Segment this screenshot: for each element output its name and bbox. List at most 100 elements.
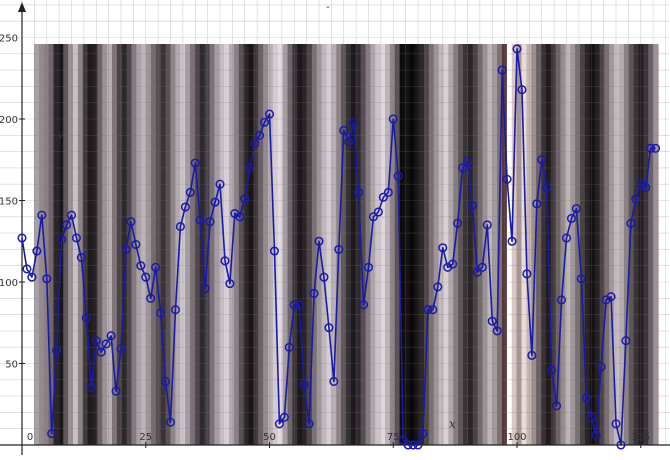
data-point — [388, 114, 398, 124]
background-band — [360, 44, 367, 445]
data-point — [165, 417, 176, 427]
data-point — [76, 252, 86, 263]
background-band — [609, 44, 615, 445]
background-band — [73, 44, 79, 445]
background-band — [433, 44, 440, 445]
data-point — [304, 419, 314, 429]
background-band — [350, 44, 357, 445]
data-point — [433, 282, 443, 292]
background-band — [53, 44, 59, 445]
background-band — [121, 44, 128, 445]
data-point — [210, 197, 220, 207]
data-point — [591, 430, 601, 440]
data-point — [161, 376, 171, 386]
data-point — [269, 246, 280, 256]
background-band — [389, 44, 396, 445]
data-point — [423, 305, 433, 315]
data-point — [561, 233, 572, 243]
data-point — [428, 305, 438, 315]
background-band — [311, 44, 318, 445]
background-band — [487, 44, 493, 445]
background-band — [404, 44, 410, 445]
data-point — [289, 300, 299, 310]
data-point — [240, 194, 250, 204]
data-point — [309, 288, 319, 298]
data-point — [66, 210, 77, 220]
background-band — [146, 44, 152, 445]
background-band — [638, 44, 644, 445]
data-point — [581, 393, 591, 403]
background-band — [458, 44, 464, 445]
background-band — [541, 44, 547, 445]
data-point — [487, 316, 497, 326]
background-band — [204, 44, 211, 445]
data-point — [284, 342, 294, 352]
background-band — [151, 44, 157, 445]
data-point — [462, 156, 473, 166]
background-band — [229, 44, 235, 445]
data-point — [101, 339, 111, 349]
data-point — [175, 222, 185, 232]
background-band — [370, 44, 376, 445]
y-tick-label: 100 — [0, 278, 18, 289]
background-band — [48, 44, 55, 445]
data-point — [616, 440, 626, 450]
data-point — [566, 213, 577, 223]
background-band — [34, 44, 40, 445]
y-tick-label: 200 — [0, 115, 18, 126]
background-band — [536, 44, 542, 445]
background-band — [614, 44, 620, 445]
data-point — [557, 295, 567, 305]
background-band — [282, 44, 289, 445]
background-band — [355, 44, 362, 445]
data-point — [71, 233, 81, 243]
data-point — [398, 435, 408, 445]
data-point — [62, 220, 72, 230]
data-point — [571, 204, 581, 214]
tick-labels: 25 50 75 100 125 50 100 150 200 0 250 — [0, 34, 650, 448]
data-point — [170, 305, 180, 315]
data-point — [606, 292, 616, 302]
y-axis-arrow — [18, 2, 26, 12]
background-band — [424, 44, 430, 445]
background-band — [414, 44, 420, 445]
data-point — [215, 179, 225, 189]
background-band — [399, 44, 406, 445]
background-band — [643, 44, 649, 445]
data-point — [403, 440, 413, 450]
data-point — [319, 272, 329, 282]
background-band — [346, 44, 352, 445]
background-band — [443, 44, 449, 445]
data-point — [299, 380, 309, 390]
background-band — [604, 44, 610, 445]
data-point — [542, 182, 552, 193]
background-band — [160, 44, 167, 445]
data-point — [52, 345, 62, 356]
background-band — [521, 44, 527, 445]
data-point — [81, 313, 91, 323]
background-band — [526, 44, 532, 445]
background-band — [307, 44, 313, 445]
data-point — [27, 272, 37, 282]
data-point — [339, 125, 349, 135]
background-band — [531, 44, 537, 445]
background-band — [619, 44, 625, 445]
x-tick-label: 75 — [387, 432, 400, 443]
top-marker: - — [326, 2, 330, 13]
background-band — [155, 44, 162, 445]
x-tick-label: 50 — [263, 432, 276, 443]
data-point — [180, 202, 190, 212]
data-point — [111, 386, 121, 396]
data-point — [522, 269, 532, 279]
background-band — [565, 44, 571, 445]
background-band — [141, 44, 147, 445]
background-band — [63, 44, 69, 445]
data-point — [245, 163, 255, 173]
background-band — [165, 44, 172, 445]
data-point — [255, 130, 265, 140]
data-point — [32, 246, 42, 256]
background-band — [648, 44, 654, 445]
data-point — [532, 199, 542, 209]
data-point — [576, 274, 586, 284]
y-tick-label: 150 — [0, 197, 18, 208]
